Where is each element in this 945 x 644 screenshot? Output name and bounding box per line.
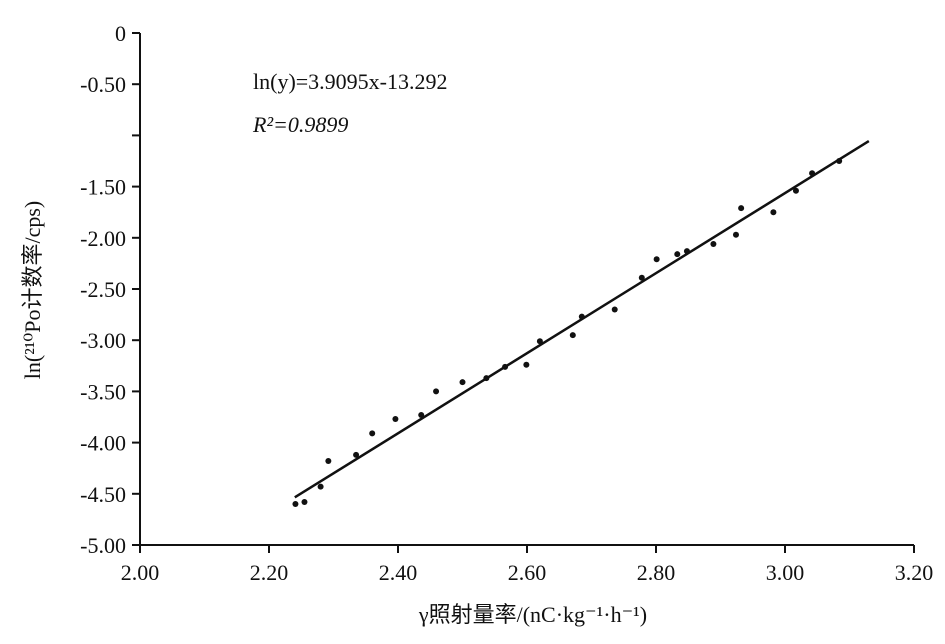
data-point: [392, 416, 399, 423]
data-point: [710, 240, 717, 247]
y-tick-label: -5.00: [80, 533, 126, 558]
data-point: [433, 388, 440, 395]
data-point: [301, 498, 308, 505]
y-tick-label: -4.50: [80, 482, 126, 507]
equation-label: ln(y)=3.9095x-13.292: [253, 69, 448, 94]
data-point: [770, 209, 777, 216]
data-point: [738, 205, 745, 212]
data-point: [292, 501, 299, 508]
data-point: [578, 313, 585, 320]
data-point: [536, 338, 543, 345]
data-point: [569, 332, 576, 339]
y-tick-label: -3.50: [80, 379, 126, 404]
x-tick-label: 3.20: [895, 560, 934, 585]
data-point: [792, 187, 799, 194]
y-tick-label: -2.00: [80, 226, 126, 251]
x-tick-label: 2.80: [637, 560, 676, 585]
data-point: [502, 363, 509, 370]
x-ticks: 2.00 2.20 2.40 2.60 2.80 3.00 3.20: [121, 545, 934, 585]
data-point: [483, 375, 490, 382]
data-point: [459, 379, 466, 386]
y-tick-label: -1.50: [80, 175, 126, 200]
x-tick-label: 2.60: [508, 560, 547, 585]
data-point: [732, 231, 739, 238]
y-tick-label: -0.50: [80, 72, 126, 97]
x-axis-title: γ照射量率/(nC·kg⁻¹·h⁻¹): [418, 602, 647, 627]
r-squared-label: R²=0.9899: [252, 112, 348, 137]
data-point: [683, 248, 690, 255]
axes: [139, 33, 914, 546]
x-tick-label: 3.00: [766, 560, 805, 585]
x-tick-label: 2.00: [121, 560, 160, 585]
data-point: [523, 361, 530, 368]
y-tick-label: -2.50: [80, 277, 126, 302]
data-point: [317, 483, 324, 490]
data-point: [325, 458, 332, 465]
data-point: [809, 170, 816, 177]
data-point: [611, 306, 618, 313]
data-point: [653, 256, 660, 263]
data-point: [418, 411, 425, 418]
y-tick-label: 0: [115, 21, 126, 46]
x-tick-label: 2.40: [379, 560, 418, 585]
data-point: [674, 251, 681, 258]
x-tick-label: 2.20: [250, 560, 289, 585]
data-point: [836, 158, 843, 164]
y-tick-label: -4.00: [80, 431, 126, 456]
data-point: [638, 274, 645, 281]
y-axis-title: ln(²¹⁰Po计数率/cps): [20, 201, 45, 379]
data-point: [369, 430, 376, 437]
y-tick-label: -3.00: [80, 328, 126, 353]
data-points: [292, 158, 843, 508]
data-point: [353, 451, 360, 458]
y-ticks: 0 -0.50 -1.50 -2.00 -2.50 -3.00 -3.50 -4.00 -4.5…: [80, 21, 140, 558]
